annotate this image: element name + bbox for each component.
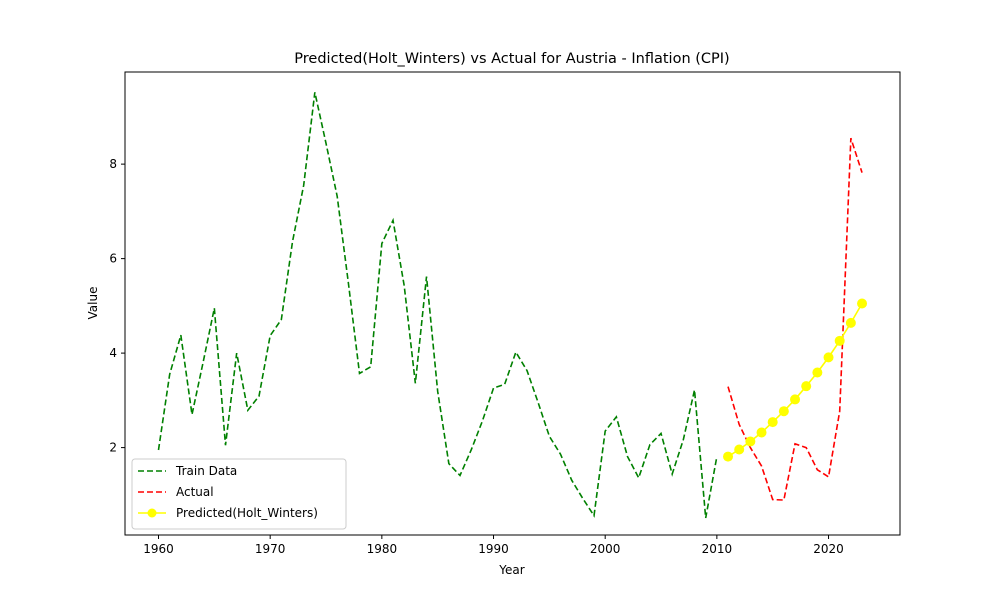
- predicted-holt-winters-point: [823, 352, 834, 363]
- legend-marker: [147, 508, 157, 518]
- x-tick-label: 2020: [813, 542, 844, 556]
- predicted-holt-winters-point: [723, 451, 734, 462]
- x-tick-label: 1970: [255, 542, 286, 556]
- actual-line: [727, 137, 863, 501]
- predicted-holt-winters-point: [734, 444, 745, 455]
- predicted-holt-winters-point: [767, 417, 778, 428]
- y-tick-label: 4: [109, 346, 117, 360]
- y-tick-label: 8: [109, 157, 117, 171]
- axis-ticks: 1960 1970 1980 1990 2000 2010 2020 2 4 6 8: [109, 157, 843, 556]
- legend: Train Data Actual Predicted(Holt_Winters): [131, 458, 347, 530]
- axes-frame: [124, 71, 901, 536]
- predicted-holt-winters-point: [778, 406, 789, 417]
- predicted-holt-winters-point: [745, 436, 756, 447]
- x-axis-label: Year: [498, 563, 524, 577]
- predicted-holt-winters-point: [812, 367, 823, 378]
- chart-title: Predicted(Holt_Winters) vs Actual for Au…: [294, 51, 729, 67]
- predicted-holt-winters-point: [834, 335, 845, 346]
- y-axis-label: Value: [86, 287, 100, 320]
- predicted-holt-winters-point: [756, 427, 767, 438]
- x-tick-label: 1990: [478, 542, 509, 556]
- x-tick-label: 2000: [590, 542, 621, 556]
- y-tick-label: 6: [109, 252, 117, 266]
- legend-box: [131, 458, 347, 530]
- plot-area: [157, 92, 868, 519]
- predicted-holt-winters-point: [790, 394, 801, 405]
- x-tick-label: 1960: [143, 542, 174, 556]
- x-tick-label: 2010: [702, 542, 733, 556]
- predicted-holt-winters-point: [845, 317, 856, 328]
- y-tick-label: 2: [109, 441, 117, 455]
- legend-label: Predicted(Holt_Winters): [176, 506, 318, 520]
- legend-label: Train Data: [175, 464, 237, 478]
- predicted-holt-winters-point: [801, 381, 812, 392]
- predicted-holt-winters-point: [857, 298, 868, 309]
- train-data-line: [157, 92, 718, 519]
- legend-label: Actual: [176, 485, 214, 499]
- x-tick-label: 1980: [367, 542, 398, 556]
